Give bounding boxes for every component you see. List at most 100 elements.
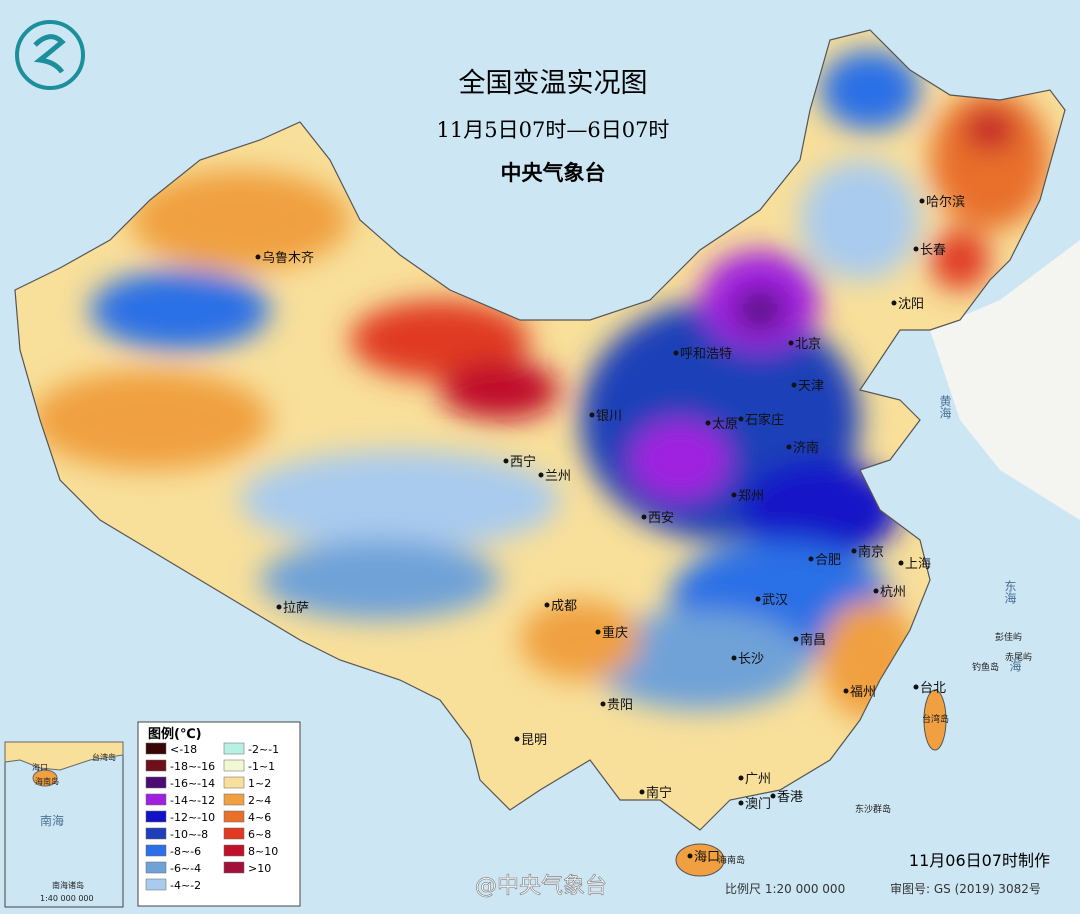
legend-swatch [223,793,245,806]
city-label: 杭州 [880,585,906,600]
legend-swatch [145,844,167,857]
city-dot [514,736,520,742]
small-label: 东沙群岛 [855,803,891,815]
city-dot [791,382,797,388]
city-label: 长沙 [738,652,764,667]
city-dot [873,588,879,594]
legend-label: >10 [248,862,271,875]
city-dot [786,444,792,450]
city-dot [503,458,509,464]
watermark: @中央气象台 [475,874,607,899]
city-label: 银川 [596,409,622,424]
city-dot [641,514,647,520]
city-dot [544,602,550,608]
city-label: 成都 [551,599,577,614]
city-label: 昆明 [521,733,547,748]
legend-swatch [145,742,167,755]
legend-swatch [223,861,245,874]
legend-swatch [145,861,167,874]
inset-hainan [32,769,58,787]
logo [15,20,85,90]
legend-label: -12~-10 [170,811,215,824]
legend-swatch [145,810,167,823]
legend-label: -18~-16 [170,760,215,773]
city-dot [755,596,761,602]
scale: 比例尺 1:20 000 000 [725,882,845,896]
sea-label: 东海 [1003,580,1017,604]
legend-swatch [223,776,245,789]
city-dot [843,688,849,694]
legend-label: -1~1 [248,760,275,773]
city-label: 兰州 [545,469,571,484]
legend-label: -8~-6 [170,845,201,858]
city-dot [276,604,282,610]
city-label: 哈尔滨 [926,194,965,210]
city-label: 济南 [793,440,819,456]
made-time: 11月06日07时制作 [909,851,1050,870]
legend: <-18 -18~-16 -16~-14 -14~-12 -12~-10 -10~-8 -8… [145,742,279,892]
city-label: 石家庄 [745,412,784,428]
city-label: 乌鲁木齐 [262,250,314,266]
city-dot [788,340,794,346]
legend-label: 6~8 [248,828,271,841]
city-label: 上海 [905,557,931,572]
city-dot [891,300,897,306]
inset-label: 南海诸岛 [52,880,84,890]
city-dot [738,800,744,806]
city-dot [913,246,919,252]
city-label: 香港 [777,790,803,805]
city-dot [600,701,606,707]
city-dot [687,853,693,859]
korea-japan [930,240,1080,520]
city-dot [595,629,601,635]
subtitle: 11月5日07时—6日07时 [437,118,670,142]
city-dot [589,412,595,418]
small-label: 海南岛 [718,854,745,866]
city-dot [793,636,799,642]
city-dot [738,416,744,422]
city-dot [673,350,679,356]
legend-label: -14~-12 [170,794,215,807]
small-label: 赤尾屿 [1005,652,1032,663]
title: 全国变温实况图 [459,68,648,99]
city-label: 南昌 [800,632,826,648]
city-label: 沈阳 [898,297,924,312]
legend-swatch [223,827,245,840]
city-label: 拉萨 [283,601,309,616]
agency: 中央气象台 [501,161,606,185]
legend-swatch [145,878,167,891]
taiwan [923,689,947,751]
city-dot [770,793,776,799]
city-label: 天津 [798,379,824,394]
legend-label: 4~6 [248,811,271,824]
inset-label: 海南岛 [35,776,59,786]
legend-swatch [223,810,245,823]
city-dot [898,560,904,566]
city-label: 呼和浩特 [680,347,732,362]
inset-land [4,741,124,771]
city-label: 西安 [648,511,674,526]
city-label: 郑州 [738,489,764,504]
city-dot [913,684,919,690]
legend-swatch [223,742,245,755]
legend-label: -2~-1 [248,743,279,756]
city-label: 西宁 [510,454,536,470]
review-number: 审图号: GS (2019) 3082号 [890,881,1041,896]
legend-swatch [223,759,245,772]
city-label: 太原 [712,417,738,432]
city-label: 福州 [850,685,876,700]
city-dot [731,492,737,498]
city-label: 武汉 [762,593,788,608]
legend-swatch [223,844,245,857]
city-label: 合肥 [815,553,841,568]
city-dot [705,420,711,426]
legend-title: 图例(℃) [148,726,202,742]
small-label: 彭佳屿 [995,631,1022,643]
city-label: 重庆 [602,625,628,641]
hainan [675,843,725,877]
city-label: 海口 [694,850,720,865]
city-dot [851,548,857,554]
